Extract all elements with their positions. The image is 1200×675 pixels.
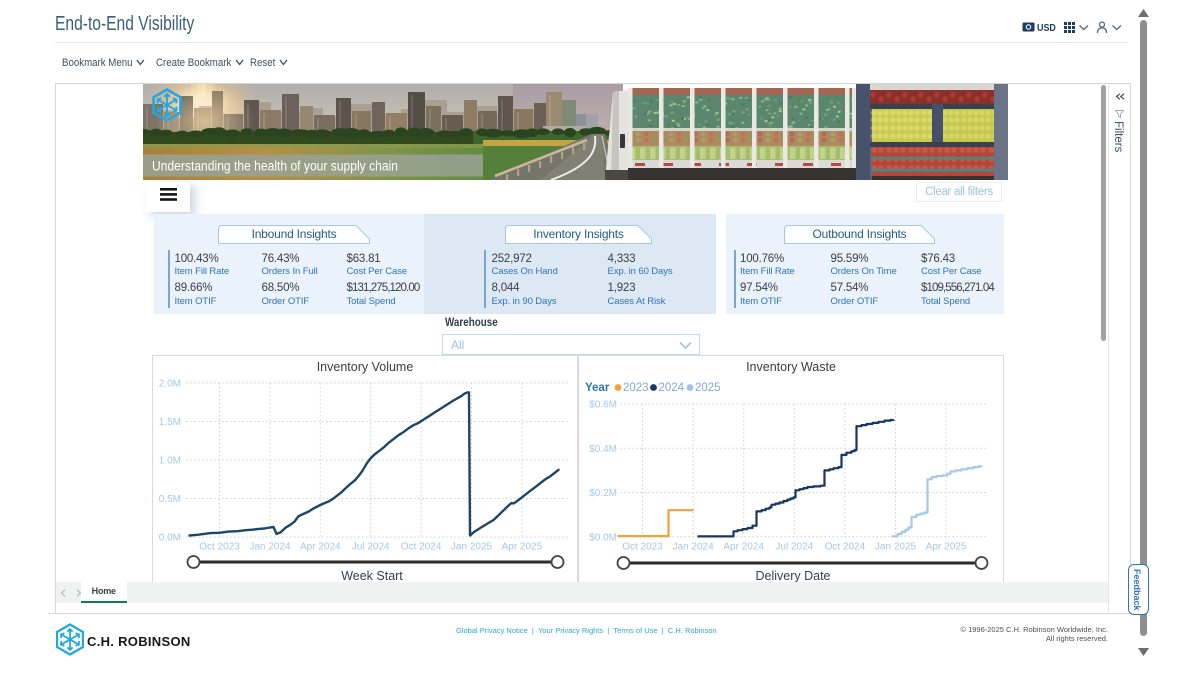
svg-text:$0.2M: $0.2M [589, 488, 617, 499]
svg-text:Oct 2023: Oct 2023 [199, 542, 240, 553]
svg-text:Week Start: Week Start [341, 569, 403, 582]
svg-text:Apr 2024: Apr 2024 [300, 542, 341, 553]
svg-text:$0.6M: $0.6M [589, 400, 617, 411]
svg-text:Jul 2024: Jul 2024 [352, 542, 390, 553]
svg-text:Understanding the health of yo: Understanding the health of your supply … [152, 159, 398, 174]
svg-text:Jul 2024: Jul 2024 [775, 542, 813, 553]
svg-text:2023: 2023 [623, 382, 649, 394]
svg-text:0.5M: 0.5M [159, 494, 181, 505]
svg-text:Apr 2025: Apr 2025 [926, 542, 967, 553]
svg-text:Jan 2025: Jan 2025 [451, 542, 493, 553]
svg-text:Jan 2024: Jan 2024 [249, 542, 291, 553]
svg-text:1.5M: 1.5M [159, 417, 181, 428]
svg-text:Jan 2024: Jan 2024 [673, 542, 715, 553]
svg-text:Apr 2024: Apr 2024 [723, 542, 764, 553]
svg-text:Apr 2025: Apr 2025 [502, 542, 543, 553]
svg-text:Jan 2025: Jan 2025 [875, 542, 917, 553]
svg-text:1.0M: 1.0M [159, 456, 181, 467]
svg-text:2.0M: 2.0M [159, 378, 181, 389]
svg-text:2024: 2024 [659, 382, 685, 394]
svg-text:Oct 2023: Oct 2023 [622, 542, 663, 553]
svg-text:Year: Year [585, 382, 610, 394]
svg-text:0.0M: 0.0M [159, 533, 181, 544]
svg-text:2025: 2025 [695, 382, 721, 394]
svg-text:Oct 2024: Oct 2024 [401, 542, 442, 553]
svg-text:Oct 2024: Oct 2024 [825, 542, 866, 553]
svg-text:$0.0M: $0.0M [589, 532, 617, 543]
svg-text:$0.4M: $0.4M [589, 444, 617, 455]
svg-text:Delivery Date: Delivery Date [755, 569, 830, 582]
